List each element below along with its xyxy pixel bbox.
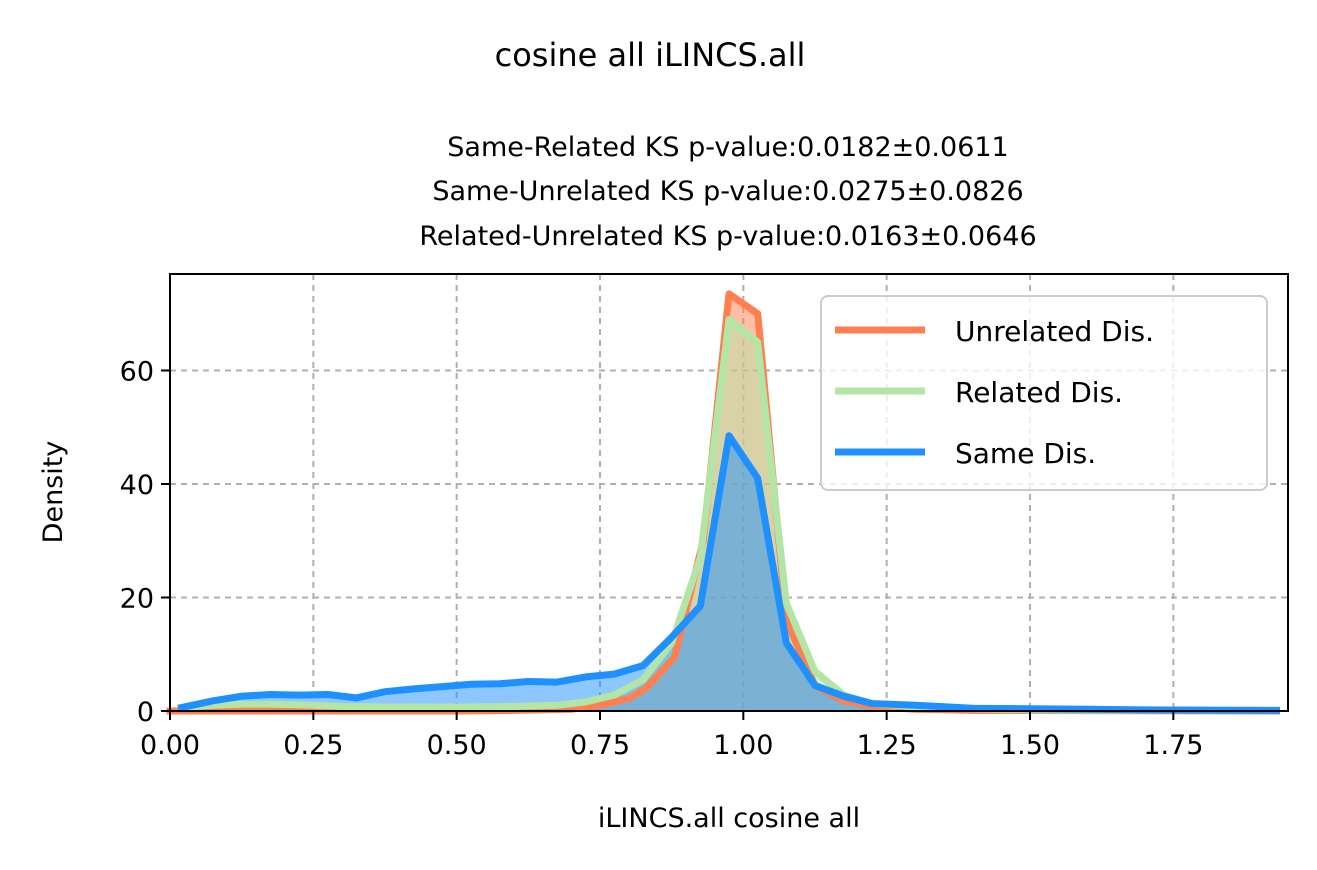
y-tick-label: 40 bbox=[120, 470, 154, 501]
y-tick-label: 20 bbox=[120, 583, 154, 614]
y-tick-label: 60 bbox=[120, 356, 154, 387]
chart-subtitle-line-3: Related-Unrelated KS p-value:0.0163±0.06… bbox=[419, 221, 1036, 252]
x-tick-label: 0.00 bbox=[140, 730, 200, 761]
x-tick-label: 0.75 bbox=[570, 730, 630, 761]
legend-box bbox=[820, 295, 1268, 491]
x-tick-label: 1.75 bbox=[1143, 730, 1203, 761]
x-axis-label: iLINCS.all cosine all bbox=[598, 803, 860, 834]
series-fills bbox=[170, 293, 1277, 711]
x-axis-ticks: 0.00 0.25 0.50 0.75 1.00 1.25 1.50 1.75 bbox=[140, 711, 1203, 761]
plot-area-frame bbox=[169, 273, 1289, 712]
chart-subtitle-line-1: Same-Related KS p-value:0.0182±0.0611 bbox=[447, 132, 1008, 163]
x-tick-label: 0.25 bbox=[283, 730, 343, 761]
chart-subtitle-line-2: Same-Unrelated KS p-value:0.0275±0.0826 bbox=[432, 176, 1023, 207]
x-tick-label: 1.00 bbox=[713, 730, 773, 761]
legend-label-unrelated: Unrelated Dis. bbox=[955, 315, 1154, 348]
series-fill-same-dis bbox=[181, 435, 1277, 711]
series-lines bbox=[166, 290, 1281, 715]
y-tick-label: 0 bbox=[137, 697, 154, 728]
chart-suptitle: cosine all iLINCS.all bbox=[495, 36, 806, 74]
series-line-same-dis bbox=[177, 432, 1281, 714]
legend-label-same: Same Dis. bbox=[955, 437, 1096, 470]
x-tick-label: 1.50 bbox=[1000, 730, 1060, 761]
chart-legend: Unrelated Dis. Related Dis. Same Dis. bbox=[820, 295, 1268, 491]
y-axis-ticks: 0 20 40 60 bbox=[120, 356, 170, 728]
legend-label-related: Related Dis. bbox=[955, 376, 1123, 409]
x-tick-label: 1.25 bbox=[857, 730, 917, 761]
x-tick-label: 0.50 bbox=[427, 730, 487, 761]
y-axis-label: Density bbox=[38, 441, 69, 544]
